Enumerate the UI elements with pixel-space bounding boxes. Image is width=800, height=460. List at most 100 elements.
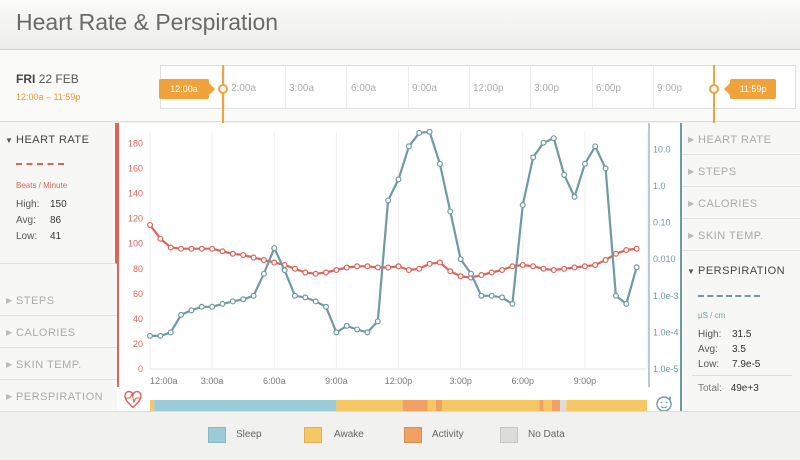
- perspiration-point: [229, 298, 236, 305]
- heart-rate-high: High: 150: [16, 199, 67, 210]
- perspiration-point: [395, 176, 402, 183]
- perspiration-point: [416, 129, 423, 136]
- collapsed-arrow-icon: ▶: [6, 328, 13, 337]
- heart-rate-point: [374, 264, 381, 271]
- perspiration-point: [478, 292, 485, 299]
- timeline-label: 9:00p: [657, 83, 683, 94]
- heart-rate-point: [260, 257, 267, 264]
- left-section-calories[interactable]: ▶ CALORIES: [0, 316, 117, 348]
- perspiration-point: [147, 332, 154, 339]
- left-tick-label: 60: [133, 289, 143, 299]
- perspiration-point: [488, 292, 495, 299]
- heart-rate-point: [623, 246, 630, 253]
- stat-value: 150: [50, 199, 67, 210]
- heart-rate-point: [447, 268, 454, 275]
- stat-value: 31.5: [732, 329, 752, 340]
- heart-rate-unit: Beats / Minute: [16, 181, 68, 190]
- heart-rate-point: [167, 244, 174, 251]
- right-metrics-panel: ▶ HEART RATE ▶ STEPS ▶ CALORIES ▶ SKIN T…: [680, 123, 800, 411]
- perspiration-section[interactable]: ▼ PERSPIRATION: [682, 259, 800, 411]
- perspiration-point: [374, 318, 381, 325]
- perspiration-total: Total: 49e+3: [698, 383, 759, 394]
- collapsed-arrow-icon: ▶: [6, 360, 13, 369]
- left-section-skin-temp[interactable]: ▶ SKIN TEMP.: [0, 348, 117, 380]
- heart-rate-point: [436, 259, 443, 266]
- heart-rate-point: [519, 262, 526, 269]
- expanded-arrow-icon: ▼: [687, 267, 695, 276]
- perspiration-point: [260, 270, 267, 277]
- collapsed-arrow-icon: ▶: [688, 135, 695, 144]
- section-title: HEART RATE: [698, 134, 772, 146]
- chart-area[interactable]: 0 20 40 60 80 100 120 140 160 180 10.0 1.0 0.10 0.01…: [117, 123, 680, 411]
- heart-rate-section[interactable]: ▼ HEART RATE Beats / Minute High: 150 Av…: [0, 123, 117, 264]
- stat-label: Low:: [698, 359, 720, 370]
- right-section-calories[interactable]: ▶ CALORIES: [682, 187, 800, 219]
- x-tick-label: 9:00p: [574, 376, 597, 386]
- right-tick-label: 1.0e-4: [653, 327, 679, 337]
- activity-segment-awake: [336, 400, 403, 411]
- collapsed-arrow-icon: ▶: [6, 392, 13, 401]
- heart-rate-point: [198, 245, 205, 252]
- heart-rate-point: [209, 245, 216, 252]
- timeline-tick: [408, 66, 409, 110]
- right-tick-label: 1.0e-5: [653, 364, 679, 374]
- x-tick-label: 6:00p: [511, 376, 534, 386]
- perspiration-icon: [656, 396, 672, 411]
- timeline-scrubber[interactable]: 2:00a 3:00a 6:00a 9:00a 12:00p 3:00p 6:0…: [160, 65, 796, 110]
- heart-rate-avg: Avg: 86: [16, 215, 61, 226]
- perspiration-point: [167, 329, 174, 336]
- perspiration-high: High: 31.5: [698, 329, 751, 340]
- perspiration-point: [364, 329, 371, 336]
- heart-rate-point: [592, 262, 599, 269]
- left-section-steps[interactable]: ▶ STEPS: [0, 284, 117, 316]
- perspiration-line-sample: [698, 295, 760, 297]
- legend-label-activity: Activity: [432, 429, 464, 440]
- perspiration-point: [612, 292, 619, 299]
- perspiration-point: [405, 143, 412, 150]
- left-tick-label: 80: [133, 264, 143, 274]
- heart-rate-point: [612, 250, 619, 257]
- perspiration-point: [467, 270, 474, 277]
- x-tick-label: 9:00a: [325, 376, 348, 386]
- end-time-handle[interactable]: 11:59p: [724, 79, 776, 99]
- total-label: Total:: [698, 383, 722, 394]
- right-section-steps[interactable]: ▶ STEPS: [682, 155, 800, 187]
- collapsed-arrow-icon: ▶: [6, 296, 13, 305]
- perspiration-point: [209, 303, 216, 310]
- timeline-end-line: [713, 65, 715, 123]
- right-section-skin-temp[interactable]: ▶ SKIN TEMP.: [682, 219, 800, 251]
- perspiration-point: [333, 329, 340, 336]
- right-tick-label: 1.0e-3: [653, 291, 679, 301]
- perspiration-point: [602, 165, 609, 172]
- heart-rate-point: [478, 272, 485, 279]
- collapsed-arrow-icon: ▶: [688, 167, 695, 176]
- date-day-rest: 22 FEB: [38, 72, 79, 86]
- right-section-heart-rate[interactable]: ▶ HEART RATE: [682, 123, 800, 155]
- left-section-perspiration[interactable]: ▶ PERSPIRATION: [0, 380, 117, 411]
- heart-rate-point: [509, 263, 516, 270]
- timeline-tick: [285, 66, 286, 110]
- timeline-label: 9:00a: [412, 83, 438, 94]
- right-tick-label: 0.010: [653, 254, 676, 264]
- heart-rate-point: [333, 267, 340, 274]
- heart-rate-point: [323, 269, 330, 276]
- left-tick-label: 100: [128, 239, 143, 249]
- heart-rate-point: [571, 264, 578, 271]
- legend-swatch-no-data: [500, 427, 518, 443]
- heart-rate-point: [157, 235, 164, 242]
- total-value: 49e+3: [730, 383, 759, 394]
- timeline-start-knob[interactable]: [218, 84, 228, 94]
- x-tick-label: 12:00a: [150, 376, 178, 386]
- header-bar: Heart Rate & Perspiration: [0, 0, 800, 50]
- perspiration-point: [302, 294, 309, 301]
- stat-value: 86: [50, 215, 62, 226]
- perspiration-point: [550, 135, 557, 142]
- perspiration-point: [457, 256, 464, 263]
- divider: [692, 375, 792, 376]
- heart-rate-point: [395, 263, 402, 270]
- section-title: STEPS: [16, 295, 55, 307]
- x-tick-label: 3:00a: [201, 376, 224, 386]
- timeline-end-knob[interactable]: [709, 84, 719, 94]
- date-label[interactable]: FRI 22 FEB: [16, 72, 79, 86]
- start-time-handle[interactable]: 12:00a: [159, 79, 215, 99]
